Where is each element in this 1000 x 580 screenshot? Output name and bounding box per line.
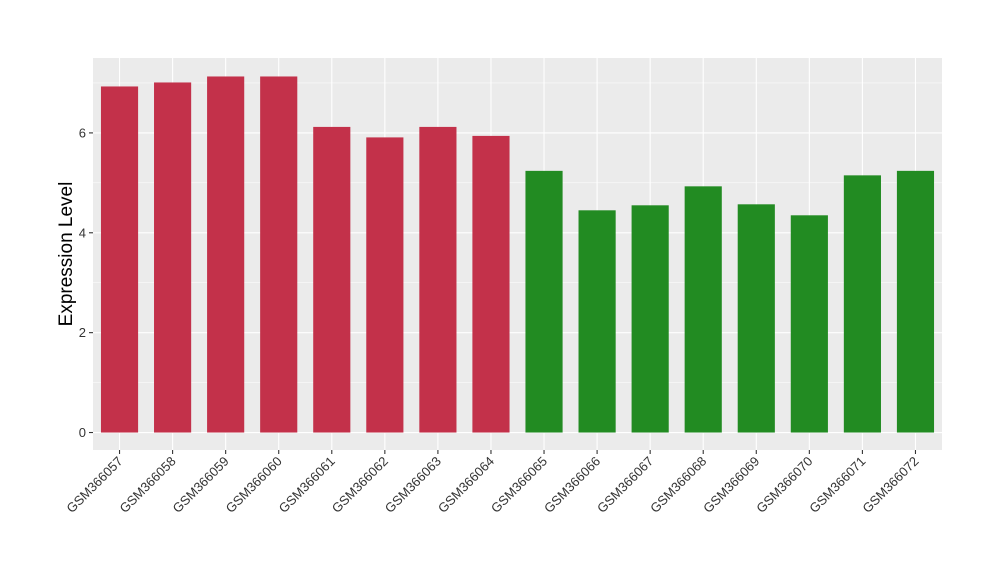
bars [100, 76, 935, 433]
bar-GSM366060 [260, 76, 298, 433]
x-tick-label: GSM366063 [382, 454, 444, 516]
x-tick-label: GSM366058 [116, 454, 178, 516]
bar-GSM366072 [896, 170, 935, 433]
x-tick-label: GSM366062 [329, 454, 391, 516]
x-tick-label: GSM366060 [223, 454, 285, 516]
x-tick-label: GSM366061 [276, 454, 338, 516]
x-tick-label: GSM366057 [63, 454, 125, 516]
x-tick-label: GSM366067 [594, 454, 656, 516]
y-axis: 0 2 4 6 [79, 125, 93, 440]
bar-GSM366059 [207, 76, 245, 433]
bar-GSM366058 [154, 82, 192, 433]
y-tick-label: 6 [79, 125, 86, 140]
bar-GSM366062 [366, 137, 404, 433]
x-axis: GSM366057GSM366058GSM366059GSM366060GSM3… [63, 450, 922, 516]
bar-GSM366066 [578, 210, 616, 433]
x-tick-label: GSM366059 [170, 454, 232, 516]
bar-GSM366065 [525, 170, 563, 433]
y-axis-title: Expression Level [56, 182, 77, 327]
bar-GSM366067 [631, 205, 669, 433]
x-tick-label: GSM366065 [488, 454, 550, 516]
bar-GSM366063 [419, 126, 457, 433]
x-tick-label: GSM366071 [806, 454, 868, 516]
x-tick-label: GSM366069 [700, 454, 762, 516]
x-tick-label: GSM366064 [435, 454, 497, 516]
bar-GSM366057 [100, 86, 139, 433]
y-tick-label: 4 [79, 225, 86, 240]
x-tick-label: GSM366072 [859, 454, 921, 516]
x-tick-label: GSM366070 [753, 454, 815, 516]
bar-GSM366061 [313, 126, 351, 433]
y-tick-label: 0 [79, 425, 86, 440]
bar-GSM366068 [684, 186, 722, 433]
y-tick-label: 2 [79, 325, 86, 340]
bar-GSM366070 [790, 215, 828, 433]
bar-GSM366064 [472, 135, 510, 433]
bar-GSM366069 [737, 204, 775, 433]
x-tick-label: GSM366068 [647, 454, 709, 516]
x-tick-label: GSM366066 [541, 454, 603, 516]
bar-GSM366071 [843, 175, 881, 433]
